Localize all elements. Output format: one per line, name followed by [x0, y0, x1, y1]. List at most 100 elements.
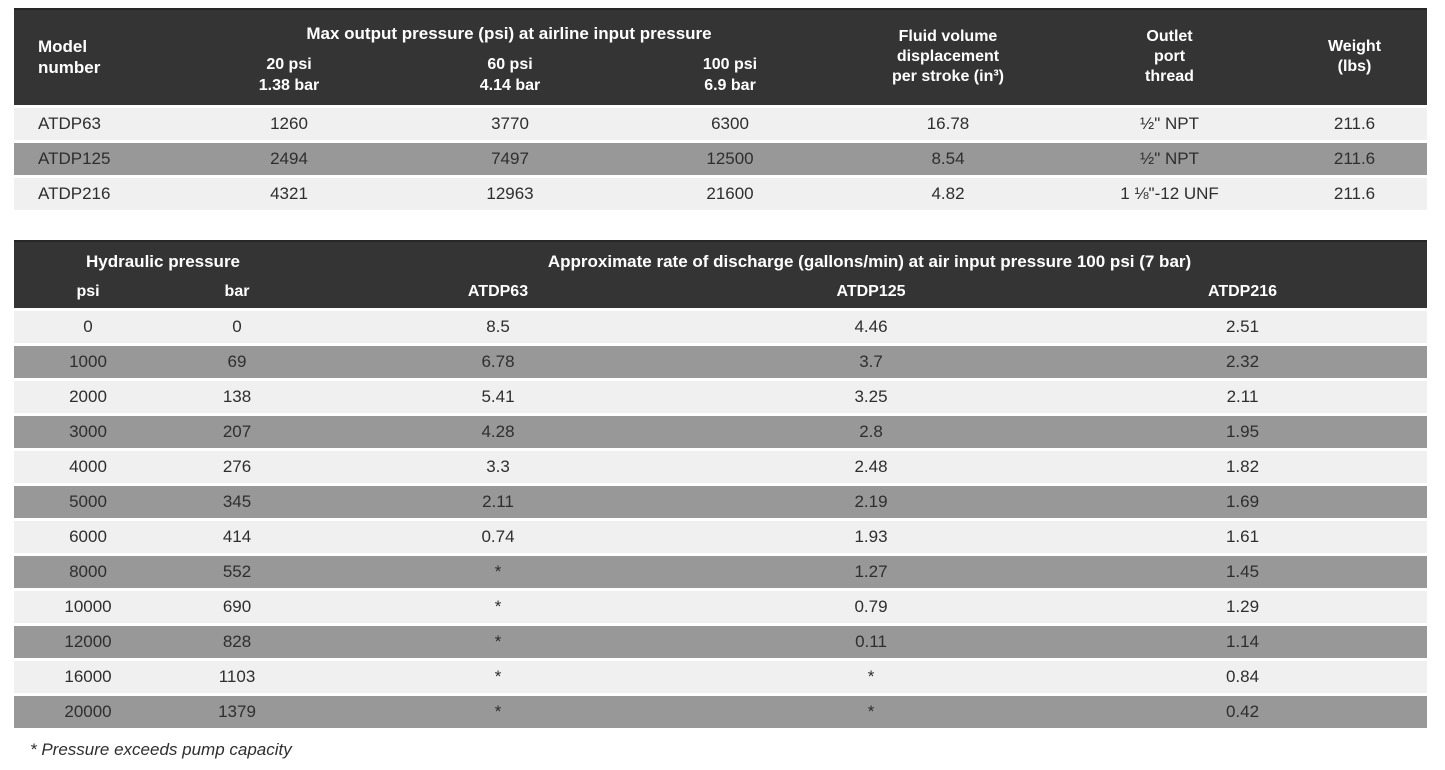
discharge-table: Hydraulic pressure Approximate rate of d… [14, 239, 1428, 728]
table-row: 5000 345 2.11 2.19 1.69 [14, 484, 1428, 520]
col-header-20psi: 20 psi 1.38 bar [179, 47, 399, 106]
table-row: 1000 69 6.78 3.7 2.32 [14, 344, 1428, 380]
cell-atdp125: * [867, 702, 875, 721]
cell-atdp63: 6.78 [481, 352, 515, 371]
cell-psi: 5000 [69, 492, 107, 511]
cell-bar: 276 [222, 457, 252, 476]
col-header-fluid-volume: Fluid volume displacement per stroke (in… [839, 8, 1057, 106]
cell-atdp216: 2.51 [1225, 317, 1260, 336]
cell-bar: 69 [227, 352, 247, 371]
cell-psi: 6000 [69, 527, 107, 546]
table-row: 8000 552 * 1.27 1.45 [14, 554, 1428, 590]
cell-bar: 345 [222, 492, 252, 511]
cell-psi: 10000 [64, 597, 112, 616]
cell-bar: 828 [222, 632, 252, 651]
cell-atdp216: 1.95 [1225, 422, 1260, 441]
discharge-table-body: 0 0 8.5 4.46 2.51 1000 69 6.78 3.7 2.32 … [14, 309, 1428, 728]
cell-psi: 4000 [69, 457, 107, 476]
cell-outlet-thread: 1 ⅛"-12 UNF [1120, 183, 1219, 203]
cell-atdp125: 3.25 [854, 387, 888, 406]
cell-bar: 207 [222, 422, 252, 441]
cell-bar: 552 [222, 562, 252, 581]
cell-atdp63: 8.5 [486, 317, 510, 336]
cell-atdp216: 1.14 [1225, 632, 1260, 651]
cell-atdp125: 1.27 [854, 562, 888, 581]
cell-psi: 12000 [64, 632, 112, 651]
cell-atdp63: * [494, 702, 502, 721]
cell-pressure-100psi: 21600 [706, 183, 754, 203]
cell-psi: 0 [83, 317, 93, 336]
col-header-model-number: Model number [14, 8, 179, 106]
table-row: 6000 414 0.74 1.93 1.61 [14, 519, 1428, 555]
table-row: 2000 138 5.41 3.25 2.11 [14, 379, 1428, 415]
cell-atdp63: 0.74 [481, 527, 515, 546]
table-row: ATDP216 4321 12963 21600 4.82 1 ⅛"-12 UN… [14, 176, 1427, 210]
cell-pressure-100psi: 6300 [711, 113, 749, 133]
cell-atdp63: 4.28 [481, 422, 515, 441]
cell-pressure-20psi: 4321 [270, 183, 308, 203]
cell-weight: 211.6 [1333, 183, 1376, 203]
cell-model: ATDP125 [38, 148, 111, 168]
cell-atdp216: 1.61 [1225, 527, 1260, 546]
cell-atdp216: 0.84 [1225, 667, 1260, 686]
cell-model: ATDP216 [38, 183, 111, 203]
table-row: 10000 690 * 0.79 1.29 [14, 589, 1428, 625]
col-header-atdp125: ATDP125 [684, 276, 1059, 310]
cell-atdp63: 3.3 [486, 457, 510, 476]
cell-psi: 8000 [69, 562, 107, 581]
specs-table-body: ATDP63 1260 3770 6300 16.78 ½" NPT 211.6… [14, 106, 1427, 210]
cell-fluid-volume: 4.82 [931, 183, 965, 203]
cell-bar: 690 [222, 597, 252, 616]
cell-atdp125: 0.79 [854, 597, 888, 616]
cell-atdp125: 0.11 [855, 632, 887, 651]
col-header-100psi: 100 psi 6.9 bar [621, 47, 839, 106]
cell-pressure-20psi: 1260 [270, 113, 308, 133]
cell-bar: 414 [222, 527, 252, 546]
cell-fluid-volume: 8.54 [931, 148, 965, 168]
cell-bar: 0 [232, 317, 242, 336]
cell-atdp125: 4.46 [854, 317, 888, 336]
discharge-table-header: Hydraulic pressure Approximate rate of d… [14, 239, 1428, 310]
cell-atdp216: 2.11 [1226, 387, 1259, 406]
table-row: 3000 207 4.28 2.8 1.95 [14, 414, 1428, 450]
cell-atdp216: 1.69 [1225, 492, 1260, 511]
cell-atdp216: 1.45 [1225, 562, 1260, 581]
table-row: 4000 276 3.3 2.48 1.82 [14, 449, 1428, 485]
cell-psi: 3000 [69, 422, 107, 441]
cell-atdp125: 2.8 [859, 422, 883, 441]
cell-atdp63: * [494, 667, 502, 686]
cell-psi: 20000 [64, 702, 112, 721]
specs-table-header: Model number Max output pressure (psi) a… [14, 8, 1427, 106]
cell-atdp63: 5.41 [481, 387, 515, 406]
cell-atdp63: * [494, 562, 502, 581]
cell-atdp125: 2.19 [854, 492, 888, 511]
cell-psi: 2000 [69, 387, 107, 406]
col-header-hydraulic-pressure-group: Hydraulic pressure [14, 239, 313, 277]
cell-outlet-thread: ½" NPT [1140, 113, 1199, 133]
cell-pressure-60psi: 12963 [486, 183, 534, 203]
cell-atdp216: 1.82 [1225, 457, 1260, 476]
cell-atdp216: 0.42 [1225, 702, 1260, 721]
cell-pressure-60psi: 3770 [491, 113, 529, 133]
cell-atdp125: * [867, 667, 875, 686]
cell-fluid-volume: 16.78 [926, 113, 970, 133]
specs-table: Model number Max output pressure (psi) a… [14, 8, 1427, 210]
cell-bar: 138 [222, 387, 252, 406]
cell-atdp125: 3.7 [859, 352, 883, 371]
col-header-psi: psi [14, 276, 162, 310]
cell-bar: 1379 [218, 702, 256, 721]
cell-outlet-thread: ½" NPT [1140, 148, 1199, 168]
table-row: ATDP63 1260 3770 6300 16.78 ½" NPT 211.6 [14, 106, 1427, 141]
cell-bar: 1103 [218, 667, 256, 686]
col-header-weight: Weight (lbs) [1282, 8, 1427, 106]
col-header-max-output-pressure-group: Max output pressure (psi) at airline inp… [179, 8, 839, 47]
cell-atdp216: 1.29 [1225, 597, 1260, 616]
col-header-atdp63: ATDP63 [312, 276, 685, 310]
cell-atdp216: 2.32 [1225, 352, 1260, 371]
col-header-60psi: 60 psi 4.14 bar [399, 47, 621, 106]
cell-atdp125: 2.48 [854, 457, 888, 476]
col-header-bar: bar [162, 276, 313, 310]
cell-atdp63: * [494, 632, 502, 651]
cell-weight: 211.6 [1333, 148, 1376, 168]
